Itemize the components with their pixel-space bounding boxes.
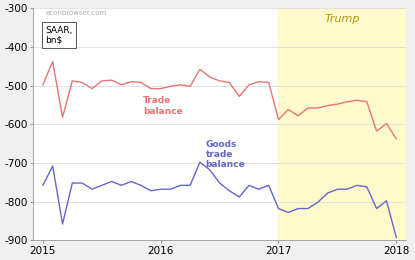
Bar xyxy=(278,8,406,240)
Text: econbrowser.com: econbrowser.com xyxy=(45,10,107,16)
Text: SAAR,
bn$: SAAR, bn$ xyxy=(45,25,73,45)
Text: Goods
trade
balance: Goods trade balance xyxy=(205,140,245,170)
Text: Trump: Trump xyxy=(325,14,360,24)
Text: Trade
balance: Trade balance xyxy=(143,96,183,116)
